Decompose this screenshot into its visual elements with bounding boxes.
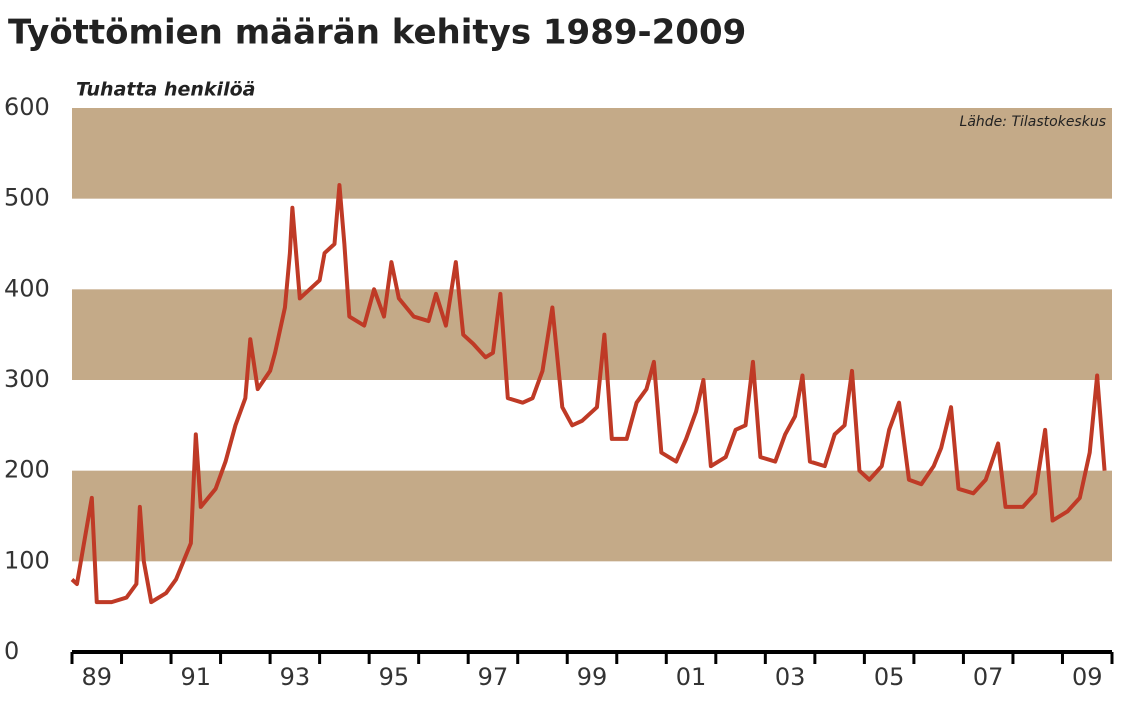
grid-band [72,470,1112,562]
y-axis-label: Tuhatta henkilöä [76,79,255,101]
x-tick-label: 99 [577,663,608,691]
y-tick-label: 100 [4,546,50,574]
grid-band [72,108,1112,199]
x-tick-label: 91 [181,663,212,691]
y-tick-label: 200 [4,456,50,484]
y-tick-label: 0 [4,637,19,665]
x-tick-label: 03 [775,663,806,691]
x-tick-label: 93 [280,663,311,691]
x-tick-label: 05 [874,663,905,691]
x-tick-label: 01 [676,663,707,691]
x-tick-label: 09 [1072,663,1103,691]
y-tick-label: 300 [4,365,50,393]
y-tick-label: 500 [4,184,50,212]
y-tick-label: 600 [4,93,50,121]
chart-title: Työttömien määrän kehitys 1989-2009 [8,13,746,53]
grid-band [72,289,1112,380]
x-tick-label: 95 [379,663,410,691]
data-line [70,183,1107,605]
x-tick-label: 07 [973,663,1004,691]
y-tick-label: 400 [4,274,50,302]
x-tick-label: 89 [81,663,112,691]
source-note: Lähde: Tilastokeskus [960,114,1106,130]
x-tick-label: 97 [478,663,509,691]
